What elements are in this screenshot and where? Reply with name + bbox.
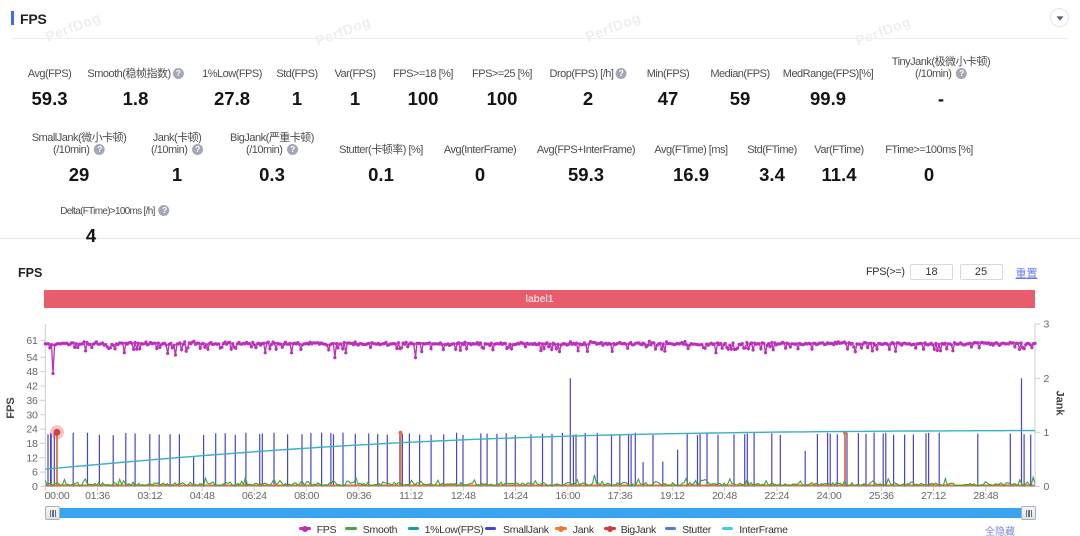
svg-text:22:24: 22:24 [764,490,789,502]
svg-text:6: 6 [32,467,38,479]
svg-text:FPS: FPS [5,397,17,418]
svg-text:06:24: 06:24 [242,490,267,502]
svg-text:30: 30 [26,409,38,421]
svg-text:00:00: 00:00 [45,490,70,502]
svg-text:61: 61 [26,335,38,347]
svg-text:0: 0 [1044,481,1050,493]
svg-text:04:48: 04:48 [190,490,215,502]
svg-text:03:12: 03:12 [137,490,162,502]
svg-text:3: 3 [1044,319,1050,331]
svg-text:54: 54 [26,352,38,364]
svg-text:19:12: 19:12 [660,490,685,502]
svg-text:12:48: 12:48 [451,490,476,502]
svg-text:20:48: 20:48 [712,490,737,502]
svg-text:27:12: 27:12 [921,490,946,502]
svg-text:09:36: 09:36 [346,490,371,502]
svg-text:25:36: 25:36 [869,490,894,502]
svg-text:2: 2 [1044,373,1050,385]
svg-text:48: 48 [26,366,38,378]
svg-text:1: 1 [1044,427,1050,439]
svg-text:12: 12 [26,452,38,464]
svg-text:18: 18 [26,438,38,450]
svg-text:0: 0 [32,481,38,493]
svg-text:16:00: 16:00 [555,490,580,502]
svg-text:01:36: 01:36 [85,490,110,502]
svg-text:36: 36 [26,395,38,407]
svg-text:42: 42 [26,381,38,393]
svg-text:14:24: 14:24 [503,490,528,502]
svg-text:24:00: 24:00 [817,490,842,502]
svg-text:24: 24 [26,424,38,436]
svg-text:08:00: 08:00 [294,490,319,502]
svg-text:11:12: 11:12 [399,490,423,502]
svg-text:Jank: Jank [1054,390,1066,416]
svg-text:17:36: 17:36 [608,490,633,502]
svg-text:28:48: 28:48 [973,490,998,502]
